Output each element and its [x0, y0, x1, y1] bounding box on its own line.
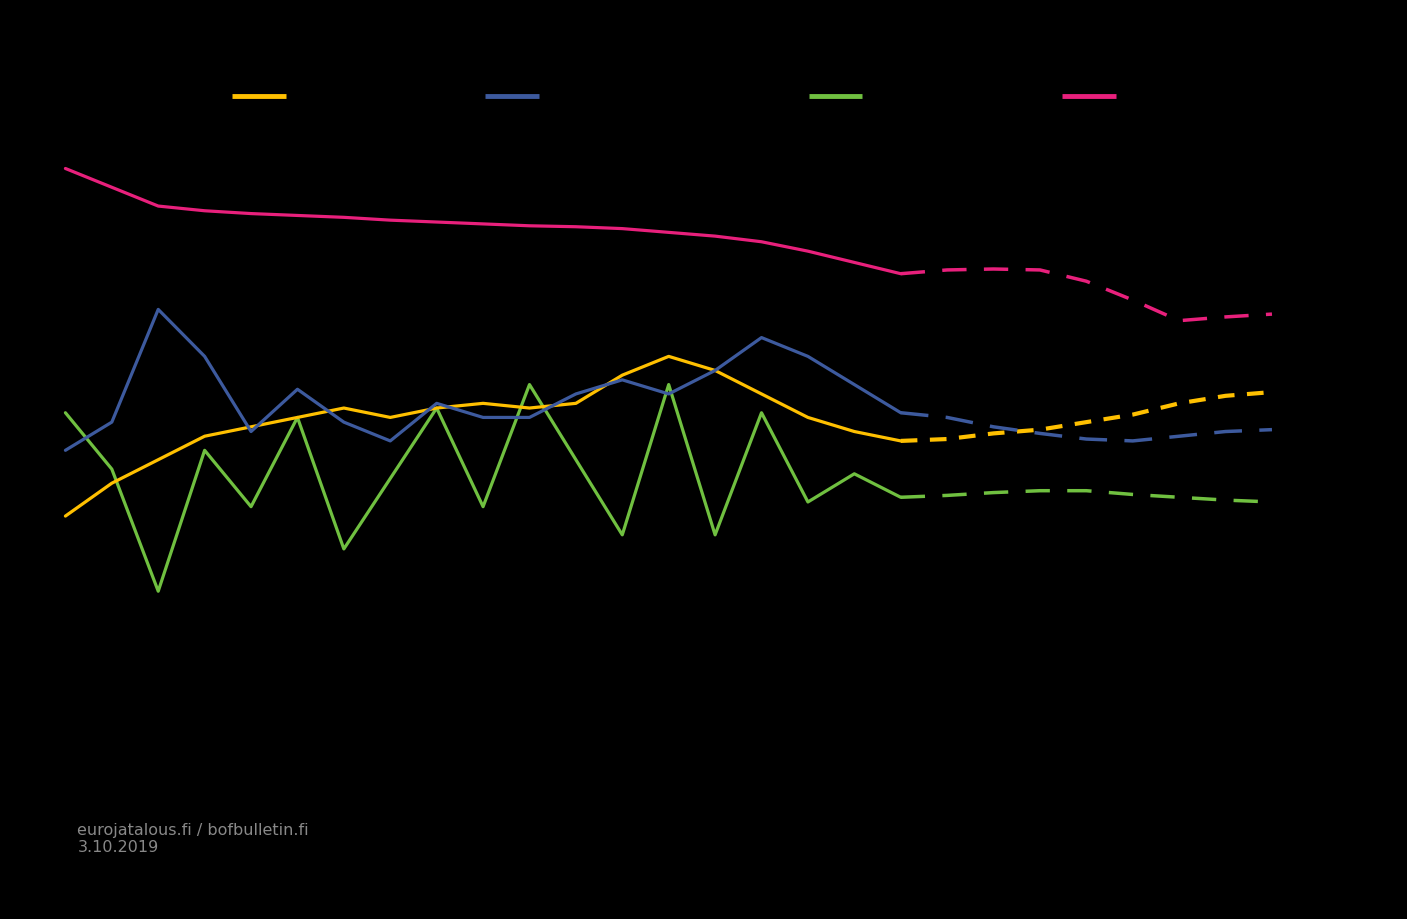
Text: eurojatalous.fi / bofbulletin.fi
3.10.2019: eurojatalous.fi / bofbulletin.fi 3.10.20…	[77, 823, 310, 855]
